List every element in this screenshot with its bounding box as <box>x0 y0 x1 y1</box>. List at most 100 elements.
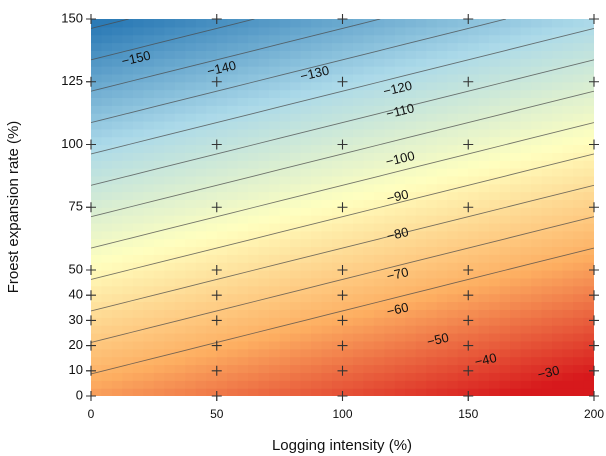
heatmap-cell <box>237 380 249 389</box>
heatmap-cell <box>227 325 239 334</box>
heatmap-cell <box>573 301 585 310</box>
heatmap-cell <box>394 50 406 59</box>
heatmap-cell <box>290 207 302 216</box>
heatmap-cell <box>342 215 354 224</box>
heatmap-cell <box>132 222 144 232</box>
heatmap-cell <box>332 388 344 396</box>
heatmap-cell <box>216 309 228 318</box>
heatmap-cell <box>269 175 281 185</box>
heatmap-cell <box>237 215 249 224</box>
heatmap-cell <box>321 388 333 396</box>
heatmap-cell <box>342 152 354 161</box>
heatmap-cell <box>258 238 270 248</box>
heatmap-cell <box>478 183 490 193</box>
heatmap-cell <box>415 388 427 396</box>
heatmap-cell <box>321 136 333 146</box>
heatmap-cell <box>122 317 134 326</box>
heatmap-cell <box>573 207 585 216</box>
heatmap-cell <box>384 301 396 310</box>
heatmap-cell <box>499 262 511 271</box>
heatmap-cell <box>489 317 501 326</box>
heatmap-cell <box>174 113 186 122</box>
heatmap-cell <box>143 222 155 232</box>
heatmap-cell <box>489 230 501 240</box>
heatmap-cell <box>541 388 553 396</box>
heatmap-cell <box>185 372 197 381</box>
heatmap-cell <box>132 128 144 138</box>
heatmap-cell <box>332 34 344 44</box>
heatmap-cell <box>164 356 176 366</box>
heatmap-cell <box>279 246 291 255</box>
heatmap-cell <box>248 246 260 255</box>
heatmap-cell <box>164 309 176 318</box>
heatmap-cell <box>499 270 511 279</box>
heatmap-cell <box>436 215 448 224</box>
heatmap-cell <box>426 136 438 146</box>
heatmap-cell <box>436 230 448 240</box>
heatmap-cell <box>111 58 124 67</box>
heatmap-cell <box>384 340 396 350</box>
heatmap-cell <box>216 254 228 263</box>
heatmap-cell <box>300 175 312 185</box>
heatmap-cell <box>248 372 260 381</box>
heatmap-cell <box>227 97 239 106</box>
heatmap-cell <box>132 191 144 200</box>
heatmap-cell <box>552 168 564 177</box>
heatmap-cell <box>531 333 543 342</box>
heatmap-cell <box>237 372 249 381</box>
heatmap-cell <box>132 66 144 75</box>
heatmap-cell <box>227 183 239 193</box>
heatmap-cell <box>573 191 585 200</box>
heatmap-cell <box>321 120 333 130</box>
heatmap-cell <box>164 144 176 153</box>
heatmap-cell <box>122 254 134 263</box>
heatmap-cell <box>342 19 354 28</box>
heatmap-cell <box>122 144 134 153</box>
heatmap-cell <box>405 285 417 295</box>
heatmap-cell <box>405 254 417 263</box>
heatmap-cell <box>227 317 239 326</box>
heatmap-cell <box>279 19 291 28</box>
heatmap-cell <box>311 199 323 208</box>
heatmap-cell <box>342 66 354 75</box>
contour-label: −40 <box>473 350 498 370</box>
heatmap-cell <box>352 230 365 240</box>
heatmap-cell <box>195 262 207 271</box>
heatmap-cell <box>122 50 134 59</box>
heatmap-cell <box>311 222 323 232</box>
heatmap-cell <box>352 191 365 200</box>
heatmap-cell <box>373 364 386 373</box>
heatmap-cell <box>153 388 165 396</box>
heatmap-cell <box>269 81 281 91</box>
heatmap-cell <box>426 120 438 130</box>
heatmap-cell <box>237 105 249 114</box>
heatmap-cell <box>300 333 312 342</box>
heatmap-cell <box>457 19 469 28</box>
heatmap-cell <box>447 309 459 318</box>
heatmap-cell <box>373 168 386 177</box>
heatmap-cell <box>436 254 448 263</box>
heatmap-cell <box>363 19 375 28</box>
heatmap-cell <box>373 120 386 130</box>
heatmap-cell <box>206 128 218 138</box>
heatmap-cell <box>206 191 218 200</box>
heatmap-cell <box>206 293 218 303</box>
heatmap-cell <box>373 215 386 224</box>
heatmap-cell <box>248 285 260 295</box>
heatmap-cell <box>436 388 448 396</box>
heatmap-cell <box>258 364 270 373</box>
heatmap-cell <box>384 230 396 240</box>
heatmap-cell <box>520 380 532 389</box>
heatmap-cell <box>499 222 511 232</box>
heatmap-cell <box>216 81 228 91</box>
heatmap-cell <box>415 128 427 138</box>
heatmap-cell <box>562 293 574 303</box>
heatmap-cell <box>436 356 448 366</box>
heatmap-cell <box>269 89 281 99</box>
heatmap-cell <box>195 89 207 99</box>
heatmap-cell <box>195 309 207 318</box>
heatmap-cell <box>300 230 312 240</box>
heatmap-cell <box>279 136 291 146</box>
heatmap-cell <box>499 175 511 185</box>
heatmap-cell <box>269 144 281 153</box>
